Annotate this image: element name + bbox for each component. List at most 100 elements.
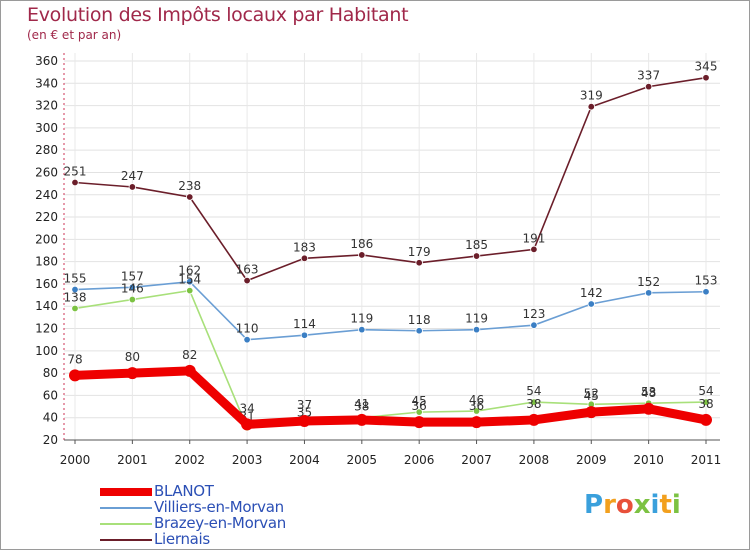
data-point-liernais: [358, 251, 366, 259]
data-point-brazey-en-morvan: [71, 304, 79, 313]
data-point-blanot: [642, 402, 655, 415]
data-point-liernais: [702, 74, 710, 82]
y-tick-label: 220: [35, 210, 58, 224]
data-point-liernais: [186, 193, 194, 201]
data-label-blanot: 80: [125, 350, 140, 364]
data-point-liernais: [472, 252, 481, 260]
data-label-villiers-en-morvan: 118: [408, 313, 431, 327]
data-point-villiers-en-morvan: [415, 327, 423, 335]
x-tick-label: 2010: [633, 453, 664, 467]
data-label-brazey-en-morvan: 54: [698, 384, 713, 398]
data-point-villiers-en-morvan: [186, 278, 194, 286]
data-label-blanot: 38: [698, 397, 713, 411]
logo-letter: i: [650, 490, 660, 520]
data-label-blanot: 82: [182, 348, 197, 362]
y-tick-label: 120: [35, 322, 58, 336]
data-point-brazey-en-morvan: [128, 295, 137, 304]
data-point-villiers-en-morvan: [702, 288, 710, 296]
data-label-liernais: 251: [64, 165, 87, 179]
data-label-brazey-en-morvan: 154: [178, 273, 201, 287]
series-line-blanot: [70, 366, 711, 429]
data-point-brazey-en-morvan: [530, 398, 538, 406]
y-tick-label: 340: [35, 76, 58, 90]
data-point-villiers-en-morvan: [128, 283, 137, 291]
data-point-blanot: [183, 364, 196, 377]
data-label-brazey-en-morvan: 53: [641, 385, 656, 399]
x-tick-label: 2004: [289, 453, 320, 467]
data-label-liernais: 247: [121, 169, 144, 183]
data-point-liernais: [415, 259, 423, 267]
series-line-brazey-en-morvan: [74, 289, 707, 429]
x-tick-label: 2005: [347, 453, 378, 467]
data-label-brazey-en-morvan: 146: [121, 282, 144, 296]
data-point-villiers-en-morvan: [644, 289, 653, 297]
data-label-villiers-en-morvan: 162: [178, 264, 201, 278]
data-point-liernais: [300, 254, 309, 263]
y-tick-label: 80: [43, 366, 58, 380]
data-label-brazey-en-morvan: 52: [584, 386, 599, 400]
logo-letter: r: [603, 490, 616, 520]
data-label-liernais: 179: [408, 245, 431, 259]
x-tick-label: 2009: [576, 453, 607, 467]
data-point-blanot: [298, 415, 311, 428]
data-label-liernais: 186: [350, 237, 373, 251]
x-tick-label: 2011: [691, 453, 722, 467]
plot-area: [64, 53, 720, 440]
data-label-liernais: 185: [465, 238, 488, 252]
legend-label: Liernais: [154, 530, 210, 548]
y-tick-label: 60: [43, 388, 58, 402]
data-point-blanot: [527, 413, 540, 426]
data-label-blanot: 34: [239, 401, 254, 415]
data-point-blanot: [241, 418, 254, 431]
series-line-villiers-en-morvan: [74, 280, 707, 341]
logo-letter: t: [659, 490, 672, 520]
logo-letter: i: [671, 490, 681, 520]
logo-letter: P: [584, 490, 604, 520]
data-point-blanot: [700, 413, 712, 426]
data-label-blanot: 48: [641, 386, 656, 400]
y-tick-label: 320: [35, 99, 58, 113]
data-label-blanot: 36: [469, 399, 484, 413]
y-tick-label: 20: [43, 433, 58, 447]
legend-swatch: [100, 507, 152, 509]
x-tick-label: 2006: [404, 453, 435, 467]
legend-label: BLANOT: [154, 482, 214, 500]
data-label-brazey-en-morvan: 54: [526, 384, 541, 398]
data-point-villiers-en-morvan: [530, 321, 538, 329]
y-tick-label: 200: [35, 232, 58, 246]
data-point-brazey-en-morvan: [702, 398, 710, 406]
legend-swatch: [100, 539, 152, 541]
data-label-brazey-en-morvan: 138: [64, 290, 87, 304]
data-point-villiers-en-morvan: [243, 335, 251, 344]
data-point-villiers-en-morvan: [587, 300, 595, 308]
data-point-liernais: [530, 245, 538, 254]
data-point-brazey-en-morvan: [472, 407, 481, 415]
data-label-blanot: 45: [584, 389, 599, 403]
data-label-blanot: 38: [526, 397, 541, 411]
legend-swatch: [100, 523, 152, 525]
legend-label: Brazey-en-Morvan: [154, 514, 286, 532]
data-label-liernais: 238: [178, 179, 201, 193]
data-label-villiers-en-morvan: 114: [293, 317, 316, 331]
data-point-blanot: [69, 369, 81, 382]
data-label-blanot: 41: [354, 397, 369, 411]
data-label-villiers-en-morvan: 123: [522, 307, 545, 321]
data-label-blanot: 37: [297, 398, 312, 412]
data-label-villiers-en-morvan: 119: [465, 312, 488, 326]
y-tick-label: 360: [35, 54, 58, 68]
chart-title: Evolution des Impôts locaux par Habitant: [27, 4, 409, 26]
data-label-villiers-en-morvan: 142: [580, 286, 603, 300]
data-point-blanot: [355, 413, 368, 426]
data-point-brazey-en-morvan: [415, 408, 423, 416]
legend-label: Villiers-en-Morvan: [154, 498, 284, 516]
line-chart: 20 40 60 80 100 120 140 160 180 200 220 240 260 280 30…: [35, 53, 722, 467]
y-tick-label: 260: [35, 165, 58, 179]
x-tick-label: 2000: [60, 453, 91, 467]
y-tick-label: 280: [35, 143, 58, 157]
data-label-brazey-en-morvan: 45: [412, 394, 427, 408]
logo-letter: o: [615, 490, 634, 520]
data-label-villiers-en-morvan: 110: [236, 322, 259, 336]
data-label-villiers-en-morvan: 119: [350, 312, 373, 326]
y-tick-label: 300: [35, 121, 58, 135]
data-label-villiers-en-morvan: 157: [121, 269, 144, 283]
